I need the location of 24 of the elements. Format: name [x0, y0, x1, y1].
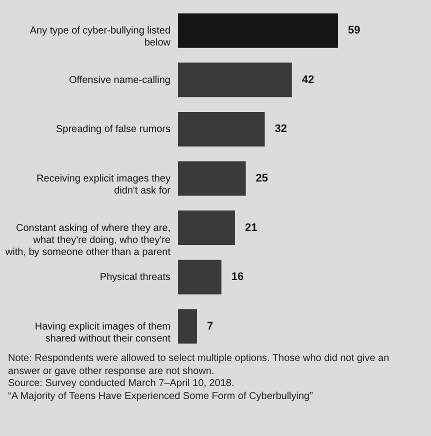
- bar: [178, 210, 235, 246]
- bar: [178, 161, 246, 196]
- data-label: 42: [302, 74, 314, 86]
- data-label: 7: [206, 320, 214, 332]
- y-tick-label: Receiving explicit images they didn't ask for: [36, 174, 172, 196]
- bar: [178, 260, 222, 294]
- source-note: Source: Survey conducted March 7–April 10, 2018.: [8, 378, 236, 390]
- annotation: Note: Respondents were allowed to select multiple options. Those who did not give an answer or gave other response are not shown.: [8, 353, 390, 378]
- y-tick-label: Constant asking of where they are, what they're doing, who they're with, by someone other than a parent: [4, 222, 171, 258]
- bar: [178, 112, 265, 146]
- bar: [178, 309, 197, 344]
- data-label: 16: [231, 271, 244, 284]
- y-tick-label: Any type of cyber-bullying listed below: [30, 26, 172, 49]
- y-tick-label: Physical threats: [100, 272, 170, 284]
- data-label: 32: [274, 123, 288, 136]
- data-label: 21: [244, 222, 258, 234]
- data-label: 25: [256, 172, 268, 184]
- bar: [178, 13, 338, 48]
- y-tick-label: Spreading of false rumors: [56, 124, 170, 136]
- text: “A Majority of Teens Have Experienced Some Form of Cyberbullying”: [8, 390, 314, 403]
- bar: [178, 62, 292, 98]
- y-tick-label: Having explicit images of them shared without their consent: [34, 321, 171, 344]
- data-label: 59: [348, 24, 360, 37]
- y-tick-label: Offensive name-calling: [68, 74, 170, 86]
